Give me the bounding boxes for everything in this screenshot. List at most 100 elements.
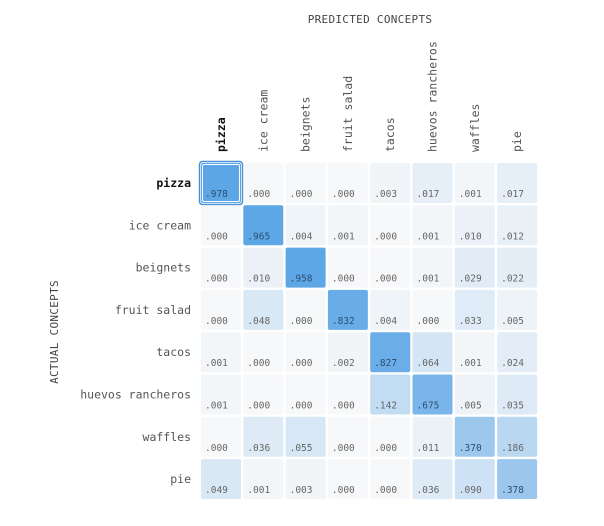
- cell-ice-cream-beignets[interactable]: [285, 205, 326, 246]
- cell-pizza-beignets[interactable]: [285, 163, 326, 203]
- cell-tacos-tacos[interactable]: [370, 332, 411, 373]
- cell-value-pie-huevos-rancheros: .036: [417, 485, 440, 496]
- cell-tacos-huevos-rancheros[interactable]: [412, 332, 453, 373]
- cell-tacos-fruit-salad[interactable]: [327, 332, 368, 373]
- cell-huevos-rancheros-beignets[interactable]: [285, 374, 326, 415]
- cell-waffles-tacos[interactable]: [370, 416, 411, 457]
- cell-beignets-tacos[interactable]: [370, 247, 411, 288]
- cell-huevos-rancheros-huevos-rancheros[interactable]: [412, 374, 453, 415]
- cell-pizza-tacos[interactable]: [370, 163, 411, 203]
- row-label-waffles: waffles: [143, 430, 191, 444]
- cell-ice-cream-huevos-rancheros[interactable]: [412, 205, 453, 246]
- cell-tacos-beignets[interactable]: [285, 332, 326, 373]
- cell-tacos-pizza[interactable]: [201, 332, 241, 373]
- cell-waffles-pizza[interactable]: [201, 416, 241, 457]
- cell-value-ice-cream-tacos: .000: [374, 231, 397, 242]
- cell-waffles-beignets[interactable]: [285, 416, 326, 457]
- cell-huevos-rancheros-waffles[interactable]: [454, 374, 495, 415]
- cell-value-beignets-beignets: .958: [290, 274, 313, 285]
- cell-pizza-waffles[interactable]: [454, 163, 495, 203]
- cell-value-fruit-salad-ice-cream: .048: [247, 316, 270, 327]
- cell-waffles-fruit-salad[interactable]: [327, 416, 368, 457]
- cell-ice-cream-ice-cream[interactable]: [243, 205, 284, 246]
- cell-ice-cream-pie[interactable]: [497, 205, 538, 246]
- cell-beignets-ice-cream[interactable]: [243, 247, 284, 288]
- column-labels: pizza ice cream beignets fruit salad tacos hu…: [214, 41, 524, 152]
- cell-pie-waffles[interactable]: [454, 459, 495, 500]
- x-axis-title: PREDICTED CONCEPTS: [308, 13, 433, 26]
- cell-waffles-pie[interactable]: [497, 416, 538, 457]
- cell-value-pizza-pie: .017: [501, 189, 524, 200]
- cell-value-fruit-salad-waffles: .033: [459, 316, 482, 327]
- cell-pie-huevos-rancheros[interactable]: [412, 459, 453, 500]
- cell-fruit-salad-tacos[interactable]: [370, 289, 411, 330]
- cell-value-ice-cream-ice-cream: .965: [247, 231, 270, 242]
- cell-value-pizza-pizza: .978: [205, 189, 228, 200]
- cell-waffles-ice-cream[interactable]: [243, 416, 284, 457]
- cell-ice-cream-pizza[interactable]: [201, 205, 241, 246]
- cell-tacos-pie[interactable]: [497, 332, 538, 373]
- cell-pizza-huevos-rancheros[interactable]: [412, 163, 453, 203]
- cell-value-pie-tacos: .000: [374, 485, 397, 496]
- cell-pie-beignets[interactable]: [285, 459, 326, 500]
- column-label-pie: pie: [510, 131, 524, 152]
- cell-fruit-salad-ice-cream[interactable]: [243, 289, 284, 330]
- cell-value-waffles-pie: .186: [501, 443, 524, 454]
- cell-ice-cream-waffles[interactable]: [454, 205, 495, 246]
- cell-waffles-waffles[interactable]: [454, 416, 495, 457]
- cell-beignets-pizza[interactable]: [201, 247, 241, 288]
- cell-value-beignets-waffles: .029: [459, 274, 482, 285]
- cell-ice-cream-tacos[interactable]: [370, 205, 411, 246]
- cell-value-tacos-pie: .024: [501, 358, 524, 369]
- cell-value-huevos-rancheros-pizza: .001: [205, 401, 228, 412]
- cell-huevos-rancheros-ice-cream[interactable]: [243, 374, 284, 415]
- cell-beignets-waffles[interactable]: [454, 247, 495, 288]
- cell-waffles-huevos-rancheros[interactable]: [412, 416, 453, 457]
- cell-value-fruit-salad-huevos-rancheros: .000: [417, 316, 440, 327]
- cell-tacos-ice-cream[interactable]: [243, 332, 284, 373]
- cell-tacos-waffles[interactable]: [454, 332, 495, 373]
- cell-pie-tacos[interactable]: [370, 459, 411, 500]
- cell-value-tacos-tacos: .827: [374, 358, 397, 369]
- cell-value-ice-cream-fruit-salad: .001: [332, 231, 355, 242]
- row-label-fruit-salad: fruit salad: [115, 303, 191, 317]
- cell-value-pizza-huevos-rancheros: .017: [417, 189, 440, 200]
- cell-beignets-pie[interactable]: [497, 247, 538, 288]
- row-label-pizza: pizza: [156, 176, 191, 190]
- cell-value-pizza-fruit-salad: .000: [332, 189, 355, 200]
- cell-pizza-fruit-salad[interactable]: [327, 163, 368, 203]
- cell-pie-fruit-salad[interactable]: [327, 459, 368, 500]
- cell-beignets-fruit-salad[interactable]: [327, 247, 368, 288]
- cell-value-pizza-tacos: .003: [374, 189, 397, 200]
- cell-huevos-rancheros-tacos[interactable]: [370, 374, 411, 415]
- cell-value-tacos-waffles: .001: [459, 358, 482, 369]
- cell-fruit-salad-fruit-salad[interactable]: [327, 289, 368, 330]
- cell-ice-cream-fruit-salad[interactable]: [327, 205, 368, 246]
- cell-beignets-beignets[interactable]: [285, 247, 326, 288]
- column-label-beignets: beignets: [299, 97, 313, 152]
- cell-fruit-salad-pie[interactable]: [497, 289, 538, 330]
- cell-value-beignets-pizza: .000: [205, 274, 228, 285]
- cell-value-tacos-ice-cream: .000: [247, 358, 270, 369]
- cell-beignets-huevos-rancheros[interactable]: [412, 247, 453, 288]
- cell-pizza-pizza[interactable]: [201, 163, 241, 203]
- row-labels: pizza ice cream beignets fruit salad tacos hu…: [80, 176, 191, 486]
- cell-pie-pizza[interactable]: [201, 459, 241, 500]
- cell-huevos-rancheros-pie[interactable]: [497, 374, 538, 415]
- cell-fruit-salad-beignets[interactable]: [285, 289, 326, 330]
- row-label-ice-cream: ice cream: [129, 218, 191, 232]
- cell-pie-pie[interactable]: [497, 459, 538, 500]
- cell-fruit-salad-waffles[interactable]: [454, 289, 495, 330]
- cell-value-ice-cream-waffles: .010: [459, 231, 482, 242]
- cell-huevos-rancheros-pizza[interactable]: [201, 374, 241, 415]
- cell-pie-ice-cream[interactable]: [243, 459, 284, 500]
- cell-pizza-pie[interactable]: [497, 163, 538, 203]
- cell-pizza-ice-cream[interactable]: [243, 163, 284, 203]
- cell-huevos-rancheros-fruit-salad[interactable]: [327, 374, 368, 415]
- cell-value-beignets-ice-cream: .010: [247, 274, 270, 285]
- cell-value-beignets-tacos: .000: [374, 274, 397, 285]
- cell-fruit-salad-pizza[interactable]: [201, 289, 241, 330]
- cell-value-fruit-salad-beignets: .000: [290, 316, 313, 327]
- cell-fruit-salad-huevos-rancheros[interactable]: [412, 289, 453, 330]
